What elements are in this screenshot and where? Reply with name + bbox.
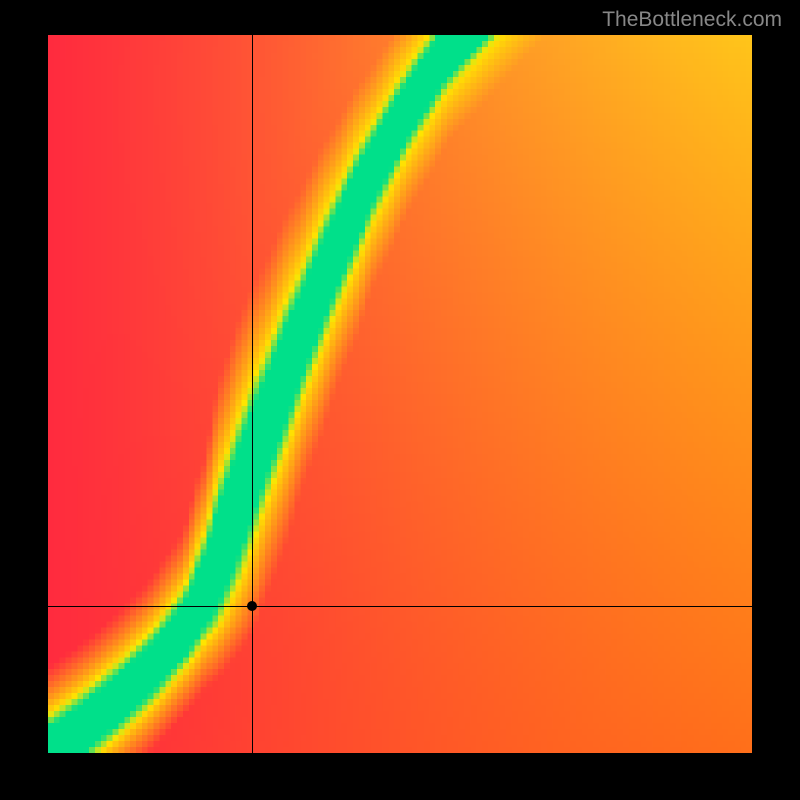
crosshair-marker [247,601,257,611]
watermark-text: TheBottleneck.com [602,8,782,32]
heatmap-canvas [48,35,752,753]
heatmap-plot [48,35,752,753]
crosshair-vertical [252,35,253,753]
crosshair-horizontal [48,606,752,607]
